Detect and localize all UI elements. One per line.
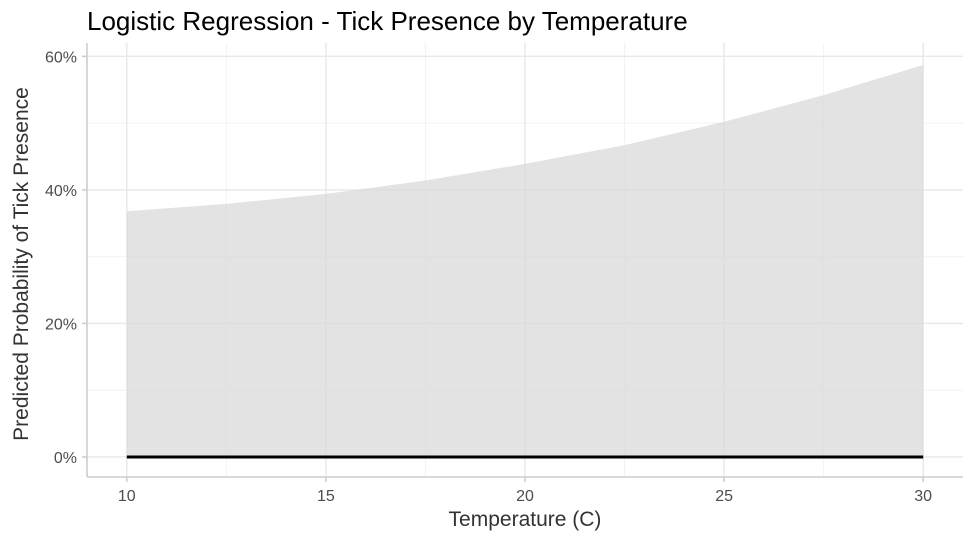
y-tick-label: 60% [45,49,77,66]
x-tick-label: 20 [516,488,534,505]
chart-title: Logistic Regression - Tick Presence by T… [87,6,688,36]
x-axis-title: Temperature (C) [448,508,602,531]
x-tick-label: 10 [118,488,136,505]
y-tick-label: 0% [54,450,77,467]
probability-area [126,65,924,457]
y-tick-label: 40% [45,183,77,200]
x-tick-label: 30 [914,488,932,505]
y-tick-label: 20% [45,316,77,333]
x-tick-label: 25 [715,488,733,505]
x-tick-label: 15 [317,488,335,505]
